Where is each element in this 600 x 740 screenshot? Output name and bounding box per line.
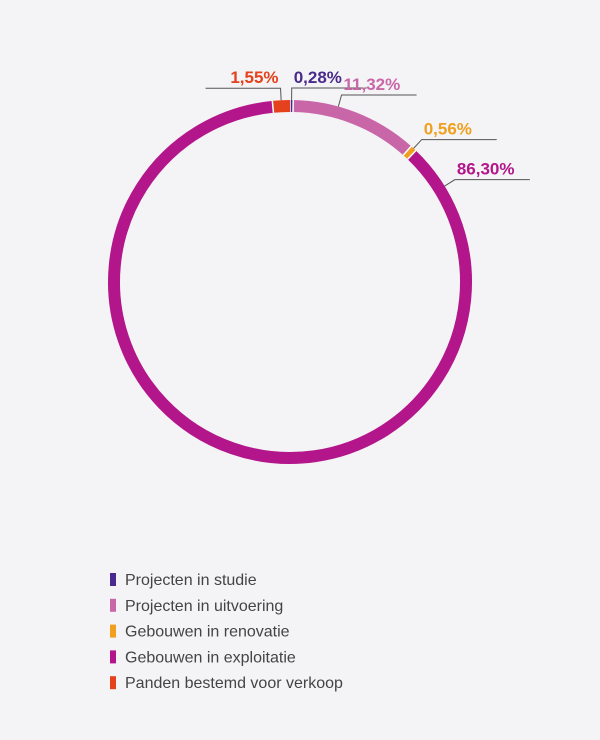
legend-swatch [110, 676, 116, 690]
legend-swatch [110, 650, 116, 664]
donut-segment [292, 100, 412, 156]
leader-line [291, 87, 367, 101]
legend-label: Projecten in uitvoering [125, 598, 283, 615]
leader-line [337, 94, 417, 107]
leader-line [444, 179, 530, 187]
data-label: 1,55% [230, 68, 278, 87]
legend-swatch [110, 624, 116, 638]
data-label: 11,32% [344, 75, 401, 94]
donut-segment [272, 100, 291, 113]
segment-separator [402, 145, 412, 156]
segment-separator [407, 150, 417, 160]
data-label: 0,56% [424, 120, 472, 139]
donut-segment [108, 100, 472, 464]
segment-separator [271, 100, 275, 113]
legend-label: Panden bestemd voor verkoop [125, 675, 343, 692]
donut-segment [403, 146, 416, 160]
data-label: 86,30% [457, 160, 515, 179]
legend-label: Gebouwen in renovatie [125, 624, 290, 641]
legend-label: Projecten in studie [125, 572, 257, 589]
legend-label: Gebouwen in exploitatie [125, 649, 296, 666]
leader-line [205, 87, 282, 101]
leader-line [413, 139, 497, 149]
legend-swatch [110, 598, 116, 612]
data-label: 0,28% [294, 68, 342, 87]
legend-swatch [110, 573, 116, 586]
